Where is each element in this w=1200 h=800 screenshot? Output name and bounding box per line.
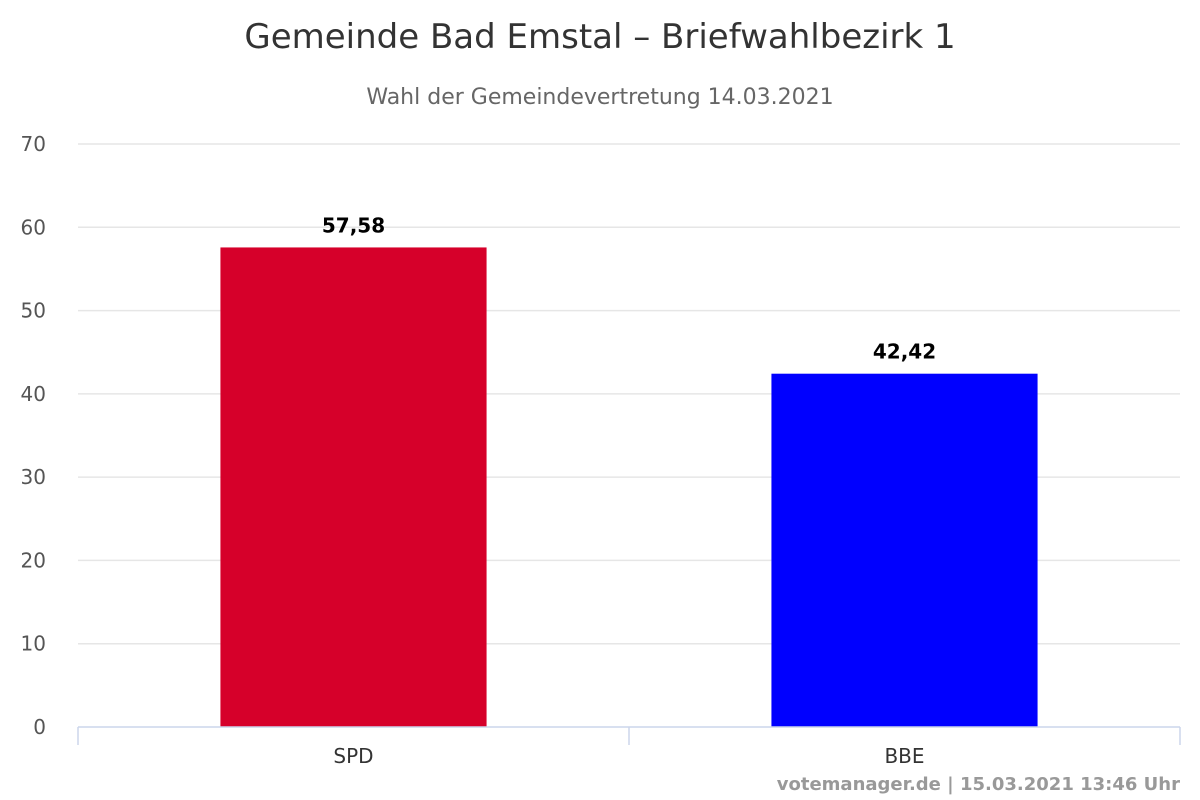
bars xyxy=(220,247,1038,727)
data-label-bbe: 42,42 xyxy=(873,340,936,364)
y-tick-label: 50 xyxy=(21,299,46,323)
x-axis: SPD BBE xyxy=(77,726,1181,768)
chart-subtitle: Wahl der Gemeindevertretung 14.03.2021 xyxy=(366,85,833,110)
credits-text[interactable]: votemanager.de | 15.03.2021 13:46 Uhr xyxy=(777,774,1180,795)
bar-bbe xyxy=(771,373,1038,727)
y-tick-label: 0 xyxy=(33,715,46,739)
category-label-spd: SPD xyxy=(333,744,373,768)
data-labels: 57,58 42,42 xyxy=(322,213,936,363)
data-label-spd: 57,58 xyxy=(322,213,385,237)
chart-title: Gemeinde Bad Emstal – Briefwahlbezirk 1 xyxy=(244,17,955,57)
y-tick-label: 10 xyxy=(21,632,46,656)
category-label-bbe: BBE xyxy=(884,744,924,768)
y-tick-label: 70 xyxy=(21,132,46,156)
y-tick-label: 40 xyxy=(21,382,46,406)
bar-spd xyxy=(220,247,487,727)
y-tick-label: 30 xyxy=(21,465,46,489)
y-tick-label: 20 xyxy=(21,548,46,572)
y-axis-ticks: 0 10 20 30 40 50 60 70 xyxy=(21,132,46,739)
y-tick-label: 60 xyxy=(21,215,46,239)
